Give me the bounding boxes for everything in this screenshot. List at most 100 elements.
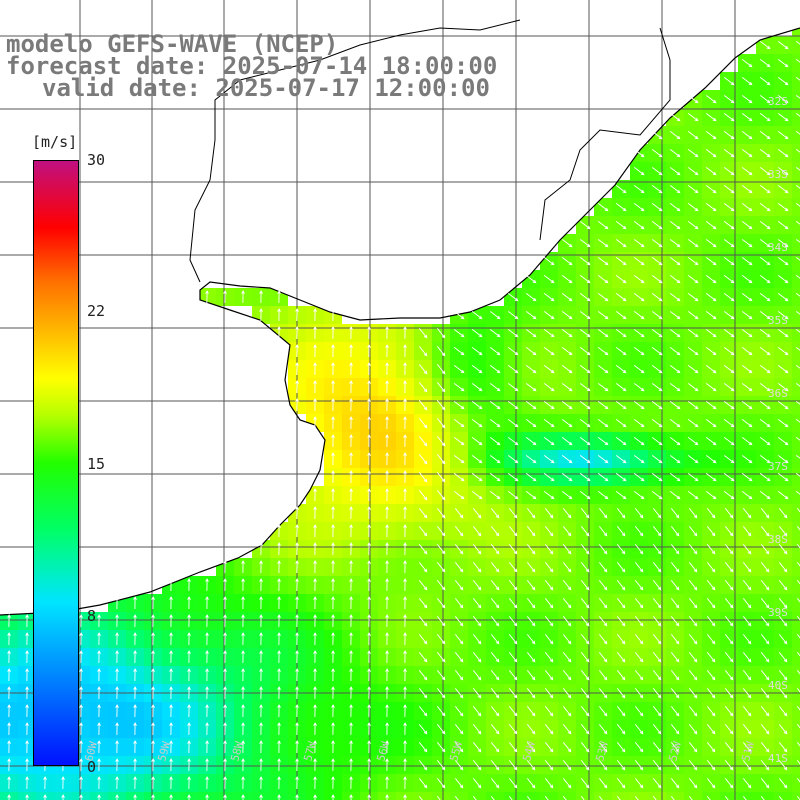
wind-arrow	[777, 203, 789, 212]
wind-arrow	[526, 508, 536, 519]
wind-arrow	[79, 704, 83, 718]
wind-arrow	[670, 760, 680, 771]
wind-arrow	[742, 652, 752, 663]
wind-arrow	[133, 704, 137, 718]
wind-arrow	[403, 668, 407, 682]
wind-speed-cell	[792, 324, 800, 342]
wind-arrow	[526, 652, 536, 663]
wind-arrow	[313, 722, 317, 736]
wind-arrow	[205, 686, 209, 700]
wind-arrow	[670, 580, 680, 591]
wind-arrow	[597, 257, 609, 266]
wind-arrow	[454, 688, 464, 699]
wind-arrow	[489, 455, 501, 464]
wind-arrow	[526, 616, 536, 627]
wind-arrow	[454, 616, 464, 627]
wind-arrow	[724, 616, 734, 627]
wind-arrow	[436, 724, 446, 735]
wind-arrow	[543, 347, 555, 356]
wind-arrow	[349, 596, 353, 610]
wind-arrow	[777, 455, 789, 464]
wind-arrow	[259, 794, 263, 800]
wind-arrow	[544, 724, 554, 735]
wind-arrow	[616, 742, 626, 753]
wind-arrow	[778, 688, 788, 699]
wind-arrow	[633, 185, 645, 194]
wind-arrow	[471, 419, 483, 428]
wind-arrow	[651, 383, 663, 392]
wind-arrow	[7, 740, 11, 754]
wind-arrow	[403, 416, 407, 430]
wind-arrow	[778, 742, 788, 753]
wind-speed-cell	[432, 792, 450, 800]
wind-arrow	[490, 652, 500, 663]
wind-arrow	[760, 688, 770, 699]
wind-speed-cell	[792, 594, 800, 612]
wind-speed-cell	[792, 90, 800, 108]
wind-arrow	[795, 95, 800, 99]
wind-speed-cell	[738, 792, 756, 800]
wind-arrow	[651, 275, 663, 284]
wind-arrow	[349, 452, 353, 466]
wind-arrow	[454, 670, 464, 681]
wind-arrow	[615, 185, 627, 194]
wind-arrow	[777, 329, 789, 338]
wind-speed-cell	[594, 792, 612, 800]
wind-arrow	[562, 796, 567, 800]
longitude-label: 56W	[374, 740, 392, 763]
wind-arrow	[508, 706, 518, 717]
wind-arrow	[777, 365, 789, 374]
wind-arrow	[151, 740, 155, 754]
wind-arrow	[561, 473, 573, 482]
wind-arrow	[741, 401, 753, 410]
wind-speed-cell	[558, 792, 576, 800]
wind-arrow	[331, 380, 335, 394]
wind-arrow	[508, 562, 518, 573]
wind-arrow	[349, 686, 353, 700]
wind-arrow	[705, 455, 717, 464]
wind-arrow	[706, 778, 716, 789]
wind-arrow	[687, 437, 699, 446]
wind-arrow	[777, 77, 789, 86]
wind-arrow	[526, 526, 536, 537]
wind-arrow	[295, 578, 299, 592]
wind-arrow	[403, 614, 407, 628]
wind-arrow	[543, 293, 555, 302]
wind-arrow	[403, 794, 407, 800]
wind-arrow	[562, 634, 572, 645]
wind-arrow	[724, 724, 734, 735]
wind-speed-cell	[648, 792, 666, 800]
wind-arrow	[669, 131, 681, 140]
wind-arrow	[724, 706, 734, 717]
wind-arrow	[97, 614, 101, 628]
wind-arrow	[454, 706, 464, 717]
wind-arrow	[471, 347, 483, 356]
wind-arrow	[133, 596, 137, 610]
latitude-label: 41S	[768, 752, 788, 765]
wind-arrow	[385, 398, 389, 412]
wind-arrow	[579, 239, 591, 248]
wind-arrow	[436, 562, 446, 573]
wind-arrow	[7, 668, 11, 682]
wind-arrow	[313, 506, 317, 520]
wind-arrow	[795, 41, 800, 45]
wind-speed-cell	[792, 468, 800, 486]
wind-arrow	[795, 491, 800, 495]
wind-arrow	[241, 668, 245, 682]
wind-speed-cell	[792, 486, 800, 504]
wind-arrow	[688, 670, 698, 681]
wind-arrow	[724, 742, 734, 753]
wind-arrow	[543, 419, 555, 428]
wind-arrow	[741, 113, 753, 122]
wind-arrow	[43, 776, 47, 790]
wind-arrow	[777, 167, 789, 176]
wind-arrow	[403, 524, 407, 538]
wind-arrow	[705, 131, 717, 140]
wind-arrow	[277, 596, 281, 610]
wind-arrow	[385, 434, 389, 448]
wind-arrow	[687, 239, 699, 248]
wind-arrow	[760, 706, 770, 717]
wind-arrow	[759, 239, 771, 248]
wind-arrow	[633, 221, 645, 230]
wind-arrow	[472, 778, 482, 789]
